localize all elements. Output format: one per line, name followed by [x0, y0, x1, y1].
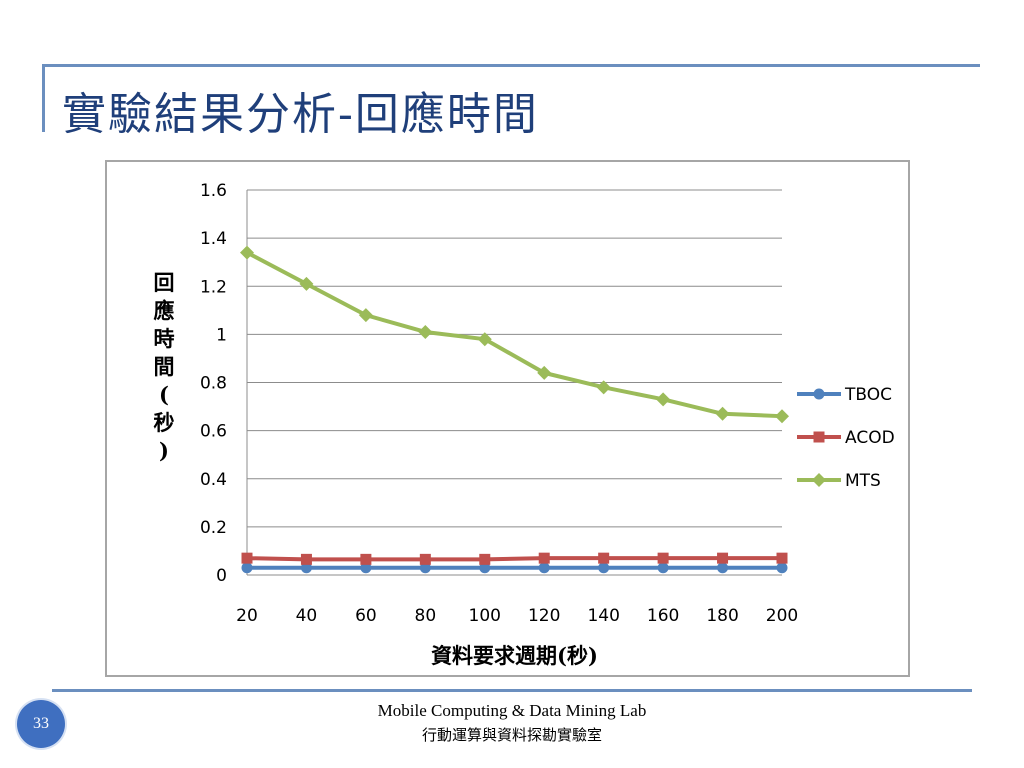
y-tick-label: 0.6 — [200, 422, 227, 442]
y-axis-title: 回應時間(秒) — [154, 270, 175, 463]
legend-marker-mts — [812, 473, 826, 487]
series-line-mts — [246, 250, 783, 419]
y-tick-label: 0.2 — [200, 518, 227, 538]
footer-rule — [52, 689, 972, 692]
y-tick-label: 0 — [216, 566, 227, 586]
data-point-acod — [717, 552, 729, 564]
series-line-acod — [246, 556, 782, 562]
page-number-badge: 33 — [17, 700, 65, 748]
response-time-line-chart: 0 0.2 0.4 0.6 0.8 1 1.2 1.4 1.6 20 40 60 80 100 120 140… — [154, 181, 895, 668]
legend-label-acod: ACOD — [845, 428, 895, 448]
x-tick-label: 80 — [415, 606, 437, 626]
data-point-acod — [241, 552, 253, 564]
y-tick-label: 0.8 — [200, 374, 227, 394]
x-tick-label: 140 — [587, 606, 619, 626]
title-left-bar — [42, 64, 45, 132]
y-tick-label: 1.2 — [200, 277, 227, 297]
data-point-acod — [300, 553, 312, 565]
y-tick-label: 0.4 — [200, 470, 227, 490]
y-tick-label: 1.4 — [200, 229, 227, 249]
data-point-tboc — [717, 562, 729, 574]
data-point-tboc — [657, 562, 669, 574]
data-point-mts — [775, 409, 789, 424]
data-point-tboc — [241, 562, 253, 574]
legend-label-tboc: TBOC — [844, 385, 892, 405]
x-tick-label: 200 — [766, 606, 798, 626]
y-tick-label: 1.6 — [200, 181, 227, 201]
y-tick-label: 1 — [216, 325, 227, 345]
data-point-acod — [657, 552, 669, 564]
data-point-tboc — [776, 562, 788, 574]
data-point-mts — [596, 380, 611, 395]
x-tick-label: 180 — [706, 606, 738, 626]
title-top-rule — [42, 64, 980, 67]
footer-lab-name-zh: 行動運算與資料探勘實驗室 — [421, 726, 602, 744]
data-point-mts — [299, 276, 314, 291]
x-tick-label: 60 — [355, 606, 377, 626]
footer-lab-name-en: Mobile Computing & Data Mining Lab — [377, 701, 647, 720]
data-point-tboc — [538, 562, 550, 574]
legend-label-mts: MTS — [845, 471, 881, 491]
data-point-acod — [479, 553, 491, 565]
data-point-mts — [240, 245, 254, 260]
x-tick-label: 100 — [469, 606, 501, 626]
data-point-mts — [477, 332, 492, 347]
data-point-acod — [538, 552, 550, 564]
data-point-tboc — [479, 562, 491, 574]
data-point-tboc — [598, 562, 610, 574]
slide-title: 實驗結果分析-回應時間 — [62, 89, 539, 140]
data-point-tboc — [300, 562, 312, 574]
chart-frame: 0 0.2 0.4 0.6 0.8 1 1.2 1.4 1.6 20 40 60 80 100 120 140… — [105, 160, 910, 677]
legend-marker-acod — [813, 431, 825, 443]
data-point-mts — [537, 365, 552, 380]
x-tick-label: 120 — [528, 606, 560, 626]
legend-marker-tboc — [813, 388, 825, 400]
x-tick-label: 40 — [296, 606, 318, 626]
data-point-acod — [360, 553, 372, 565]
x-tick-label: 20 — [236, 606, 258, 626]
data-point-acod — [419, 553, 431, 565]
data-point-tboc — [419, 562, 431, 574]
data-point-mts — [715, 406, 730, 421]
x-tick-label: 160 — [647, 606, 679, 626]
x-axis-title: 資料要求週期(秒) — [431, 643, 598, 668]
data-point-mts — [418, 324, 433, 339]
data-point-tboc — [360, 562, 372, 574]
data-point-mts — [358, 308, 373, 323]
data-point-acod — [776, 552, 788, 564]
data-point-acod — [598, 552, 610, 564]
data-point-mts — [656, 392, 671, 407]
